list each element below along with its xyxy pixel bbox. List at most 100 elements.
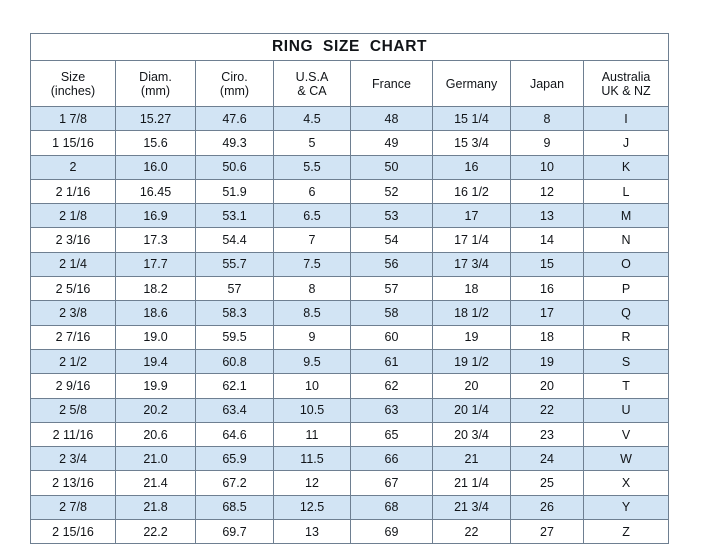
cell-r10-c3: 9.5 — [273, 348, 351, 375]
cell-r11-c6: 20 — [510, 373, 584, 399]
cell-r17-c1: 22.2 — [115, 519, 196, 545]
column-header-6: Japan — [510, 60, 584, 107]
cell-r0-c1: 15.27 — [115, 105, 196, 132]
cell-r13-c3: 11 — [273, 421, 351, 448]
cell-r7-c7: P — [582, 276, 670, 302]
cell-r3-c7: L — [582, 178, 670, 205]
column-header-line1: Japan — [529, 76, 565, 91]
cell-r9-c0: 2 7/16 — [30, 324, 116, 350]
cell-r8-c0: 2 3/8 — [30, 300, 116, 326]
cell-r4-c1: 16.9 — [115, 203, 196, 229]
cell-r12-c1: 20.2 — [115, 397, 196, 423]
cell-r12-c4: 63 — [350, 397, 433, 423]
column-header-line2: (inches) — [50, 83, 96, 98]
cell-r17-c5: 22 — [432, 519, 511, 545]
cell-r0-c2: 47.6 — [195, 105, 274, 132]
cell-r16-c0: 2 7/8 — [30, 494, 116, 521]
cell-r4-c4: 53 — [350, 203, 433, 229]
cell-r3-c2: 51.9 — [195, 178, 274, 205]
cell-r13-c5: 20 3/4 — [432, 421, 511, 448]
cell-r11-c3: 10 — [273, 373, 351, 399]
cell-r14-c2: 65.9 — [195, 446, 274, 472]
table-row: 2 1/8 16.9 53.1 6.5 53 17 13 M — [30, 203, 670, 229]
cell-r5-c3: 7 — [273, 227, 351, 253]
cell-r13-c4: 65 — [350, 421, 433, 448]
cell-r17-c7: Z — [582, 519, 670, 545]
column-header-line2: (mm) — [219, 83, 250, 98]
column-header-line1: U.S.A — [295, 69, 329, 84]
cell-r2-c4: 50 — [350, 154, 433, 180]
cell-r8-c1: 18.6 — [115, 300, 196, 326]
cell-r15-c1: 21.4 — [115, 470, 196, 496]
cell-r7-c2: 57 — [195, 276, 274, 302]
cell-r0-c7: I — [582, 105, 670, 132]
column-header-line1: Ciro. — [221, 69, 248, 84]
table-row: 2 3/4 21.0 65.9 11.5 66 21 24 W — [30, 446, 670, 472]
cell-r16-c5: 21 3/4 — [432, 494, 511, 521]
cell-r12-c2: 63.4 — [195, 397, 274, 423]
cell-r2-c1: 16.0 — [115, 154, 196, 180]
cell-r16-c7: Y — [582, 494, 670, 521]
table-row: 2 9/16 19.9 62.1 10 62 20 20 T — [30, 373, 670, 399]
cell-r2-c2: 50.6 — [195, 154, 274, 180]
cell-r3-c5: 16 1/2 — [432, 178, 511, 205]
table-row: 2 15/16 22.2 69.7 13 69 22 27 Z — [30, 519, 670, 545]
cell-r8-c3: 8.5 — [273, 300, 351, 326]
cell-r7-c4: 57 — [350, 276, 433, 302]
cell-r3-c0: 2 1/16 — [30, 178, 116, 205]
cell-r16-c2: 68.5 — [195, 494, 274, 521]
cell-r1-c3: 5 — [273, 130, 351, 156]
cell-r5-c2: 54.4 — [195, 227, 274, 253]
cell-r7-c6: 16 — [510, 276, 584, 302]
table-row: 1 7/8 15.27 47.6 4.5 48 15 1/4 8 I — [30, 105, 670, 132]
chart-title-row: RING SIZE CHART — [29, 33, 670, 61]
table-row: 2 7/16 19.0 59.5 9 60 19 18 R — [30, 324, 670, 350]
cell-r15-c2: 67.2 — [195, 470, 274, 496]
cell-r9-c4: 60 — [350, 324, 433, 350]
cell-r6-c3: 7.5 — [273, 251, 351, 278]
table-row: 2 1/2 19.4 60.8 9.5 61 19 1/2 19 S — [30, 348, 670, 375]
cell-r17-c6: 27 — [510, 519, 584, 545]
column-header-3: U.S.A & CA — [273, 60, 351, 107]
cell-r1-c6: 9 — [510, 130, 584, 156]
cell-r7-c0: 2 5/16 — [30, 276, 116, 302]
cell-r10-c7: S — [582, 348, 670, 375]
ring-size-table: RING SIZE CHART Size (inches) Diam. (mm) Ciro… — [29, 33, 670, 545]
cell-r7-c3: 8 — [273, 276, 351, 302]
cell-r4-c0: 2 1/8 — [30, 203, 116, 229]
cell-r10-c0: 2 1/2 — [30, 348, 116, 375]
column-header-row: Size (inches) Diam. (mm) Ciro. (mm) U.S.A & CA F… — [30, 60, 670, 107]
cell-r13-c7: V — [582, 421, 670, 448]
cell-r15-c6: 25 — [510, 470, 584, 496]
cell-r13-c0: 2 11/16 — [30, 421, 116, 448]
column-header-7: Australia UK & NZ — [582, 60, 670, 107]
cell-r3-c3: 6 — [273, 178, 351, 205]
column-header-line1: France — [372, 76, 411, 91]
cell-r14-c7: W — [582, 446, 670, 472]
cell-r11-c4: 62 — [350, 373, 433, 399]
table-row: 2 1/16 16.45 51.9 6 52 16 1/2 12 L — [30, 178, 670, 205]
cell-r5-c7: N — [582, 227, 670, 253]
cell-r11-c5: 20 — [432, 373, 511, 399]
cell-r14-c4: 66 — [350, 446, 433, 472]
cell-r3-c4: 52 — [350, 178, 433, 205]
cell-r17-c3: 13 — [273, 519, 351, 545]
cell-r7-c5: 18 — [432, 276, 511, 302]
column-header-line1: Germany — [445, 76, 498, 91]
cell-r1-c5: 15 3/4 — [432, 130, 511, 156]
cell-r17-c0: 2 15/16 — [30, 519, 116, 545]
cell-r16-c1: 21.8 — [115, 494, 196, 521]
cell-r6-c0: 2 1/4 — [30, 251, 116, 278]
cell-r11-c0: 2 9/16 — [30, 373, 116, 399]
cell-r13-c1: 20.6 — [115, 421, 196, 448]
table-row: 2 5/16 18.2 57 8 57 18 16 P — [30, 276, 670, 302]
column-header-1: Diam. (mm) — [115, 60, 196, 107]
cell-r2-c5: 16 — [432, 154, 511, 180]
cell-r12-c6: 22 — [510, 397, 584, 423]
cell-r14-c5: 21 — [432, 446, 511, 472]
ring-size-chart-container: RING SIZE CHART Size (inches) Diam. (mm) Ciro… — [29, 33, 670, 545]
cell-r3-c6: 12 — [510, 178, 584, 205]
table-row: 1 15/16 15.6 49.3 5 49 15 3/4 9 J — [30, 130, 670, 156]
cell-r9-c6: 18 — [510, 324, 584, 350]
cell-r10-c5: 19 1/2 — [432, 348, 511, 375]
